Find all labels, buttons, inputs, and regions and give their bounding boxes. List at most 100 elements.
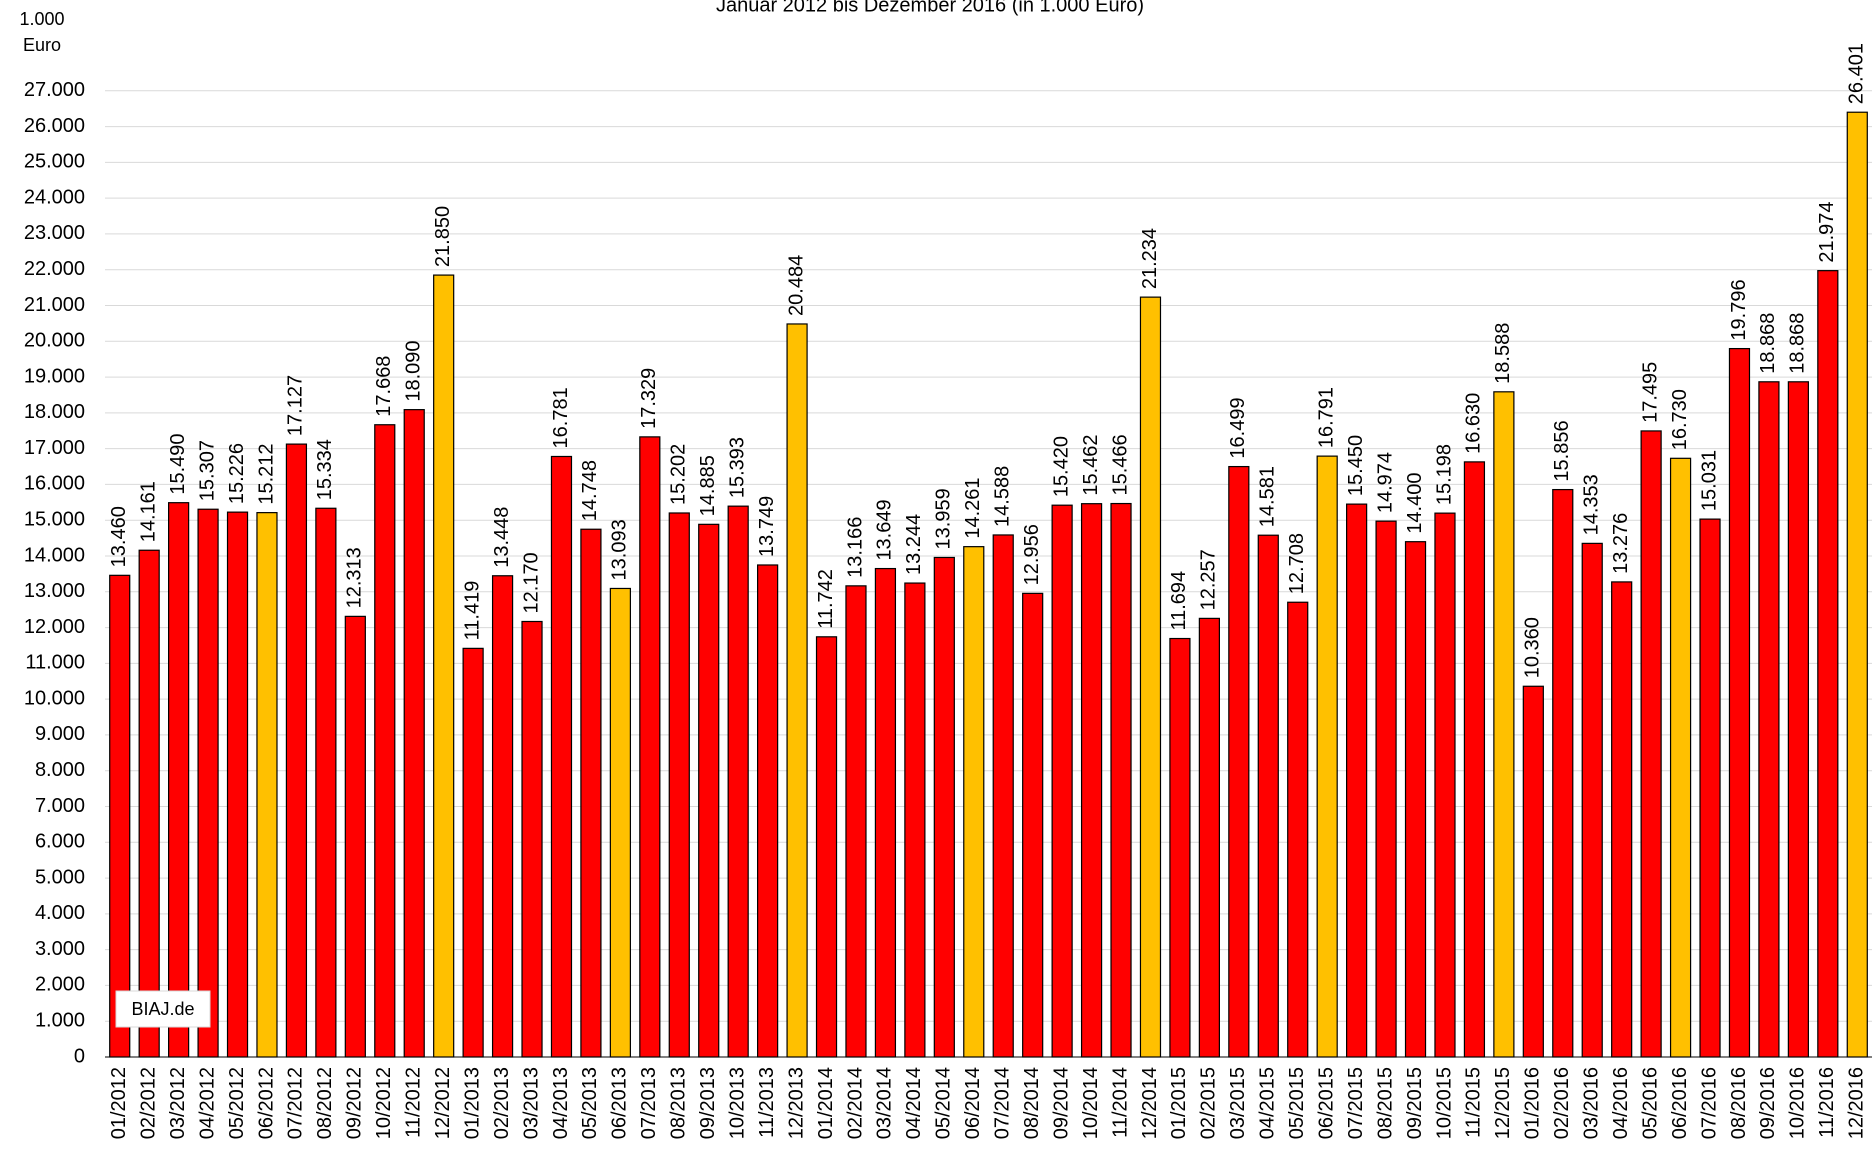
x-tick-label: 10/2013 [726, 1067, 748, 1139]
x-tick-label: 10/2016 [1787, 1067, 1809, 1139]
x-tick-label: 05/2014 [933, 1067, 955, 1139]
y-tick-label: 10.000 [24, 687, 85, 709]
data-label: 12.708 [1286, 533, 1308, 594]
data-label: 18.588 [1492, 323, 1514, 384]
bar [1257, 534, 1279, 1058]
x-tick-label: 11/2012 [403, 1067, 425, 1138]
data-label: 15.462 [1080, 435, 1102, 496]
y-tick-label: 19.000 [24, 365, 85, 387]
y-tick-label: 18.000 [24, 401, 85, 423]
data-label: 15.212 [255, 443, 277, 504]
y-tick-label: 27.000 [24, 79, 85, 101]
bar [1552, 488, 1574, 1058]
data-label: 18.868 [1787, 313, 1809, 374]
y-tick-label: 7.000 [35, 795, 85, 817]
y-tick-label: 3.000 [35, 938, 85, 960]
x-tick-label: 06/2014 [962, 1067, 984, 1139]
y-tick-label: 17.000 [24, 437, 85, 459]
y-tick-label: 20.000 [24, 330, 85, 352]
bar [1493, 391, 1515, 1058]
bar [1287, 601, 1309, 1058]
data-label: 17.495 [1639, 362, 1661, 423]
x-tick-label: 04/2013 [550, 1067, 572, 1139]
x-tick-label: 06/2016 [1669, 1067, 1691, 1139]
bar [1228, 465, 1250, 1058]
data-label: 17.668 [373, 356, 395, 417]
bar [1080, 503, 1103, 1058]
data-label: 15.031 [1698, 450, 1720, 511]
bar [1728, 347, 1751, 1058]
bar [757, 564, 779, 1058]
bar [1669, 457, 1692, 1058]
bar [344, 615, 366, 1058]
x-tick-label: 12/2016 [1846, 1067, 1868, 1139]
y-tick-label: 25.000 [24, 151, 85, 173]
bar [491, 575, 514, 1058]
y-tick-label: 9.000 [35, 723, 85, 745]
x-tick-label: 12/2014 [1139, 1067, 1161, 1139]
bar [1787, 381, 1809, 1058]
bar [1346, 503, 1368, 1058]
data-label: 15.226 [226, 443, 248, 504]
x-tick-label: 06/2012 [255, 1067, 277, 1139]
x-tick-label: 03/2015 [1227, 1067, 1249, 1139]
data-label: 11.419 [461, 581, 483, 641]
x-tick-label: 04/2015 [1257, 1067, 1279, 1139]
x-tick-label: 11/2016 [1816, 1067, 1838, 1138]
bar [109, 574, 131, 1058]
x-tick-label: 12/2013 [785, 1067, 807, 1139]
data-label: 15.393 [726, 437, 748, 498]
data-label: 14.588 [992, 466, 1014, 527]
data-label: 19.796 [1728, 279, 1750, 340]
data-label: 21.974 [1816, 201, 1838, 262]
x-tick-label: 04/2014 [903, 1067, 925, 1139]
data-label: 15.307 [196, 440, 218, 501]
bar [1404, 541, 1427, 1058]
bar [1581, 542, 1603, 1058]
y-tick-label: 14.000 [24, 544, 85, 566]
data-label: 12.313 [344, 547, 366, 608]
data-label: 17.127 [285, 375, 307, 436]
y-axis-label: 1.000 [19, 9, 64, 29]
data-label: 15.202 [668, 444, 690, 505]
x-tick-label: 08/2015 [1374, 1067, 1396, 1139]
bar [1846, 111, 1868, 1058]
y-tick-label: 23.000 [24, 222, 85, 244]
bar [580, 528, 602, 1058]
bar [1463, 461, 1486, 1058]
data-label: 13.093 [609, 519, 631, 580]
x-tick-label: 12/2015 [1492, 1067, 1514, 1139]
bar [168, 502, 190, 1058]
y-tick-label: 5.000 [35, 866, 85, 888]
bar [1522, 685, 1544, 1058]
bar [698, 523, 720, 1058]
bar [433, 274, 455, 1058]
bar [550, 455, 573, 1058]
bar [226, 511, 249, 1058]
data-label: 12.956 [1021, 524, 1043, 585]
data-label: 16.781 [550, 387, 572, 448]
data-label: 14.885 [697, 455, 719, 516]
watermark: BIAJ.de [131, 999, 194, 1019]
bar [874, 567, 897, 1058]
x-tick-label: 03/2014 [874, 1067, 896, 1139]
bar [1817, 270, 1839, 1058]
y-tick-label: 22.000 [24, 258, 85, 280]
bar [285, 443, 308, 1058]
bar [1110, 502, 1132, 1058]
data-label: 15.420 [1050, 436, 1072, 497]
data-label: 15.198 [1433, 444, 1455, 505]
x-tick-label: 09/2014 [1050, 1067, 1072, 1139]
data-label: 21.850 [432, 206, 454, 267]
x-tick-label: 01/2015 [1168, 1067, 1190, 1139]
bar [963, 546, 985, 1058]
x-tick-label: 02/2015 [1198, 1067, 1220, 1139]
bar [1139, 296, 1162, 1058]
y-axis-label: Euro [23, 35, 61, 55]
x-tick-label: 01/2016 [1522, 1067, 1544, 1139]
data-label: 15.856 [1551, 420, 1573, 481]
x-tick-label: 10/2014 [1080, 1067, 1102, 1139]
y-tick-label: 24.000 [24, 186, 85, 208]
data-label: 16.730 [1669, 389, 1691, 450]
